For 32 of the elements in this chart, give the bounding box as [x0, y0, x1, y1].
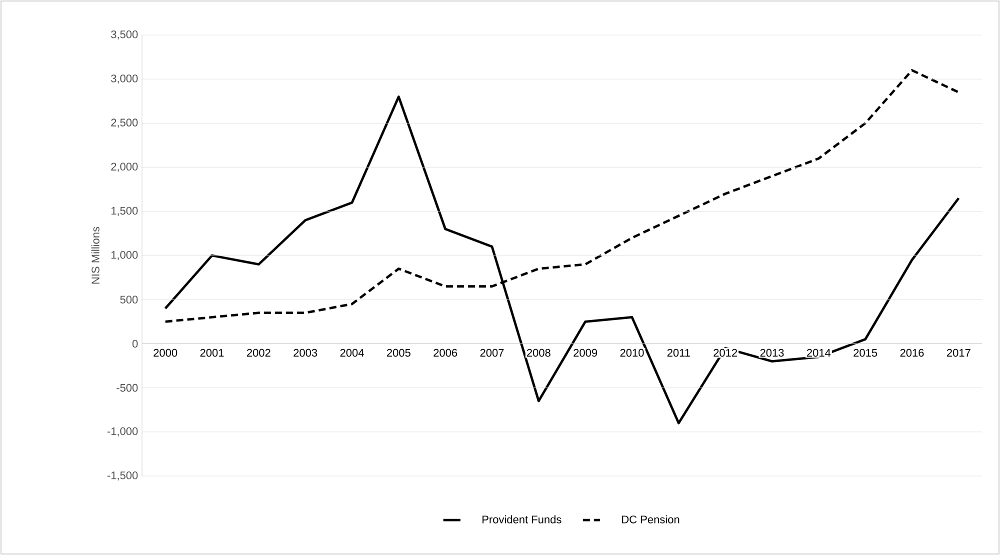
x-tick-label: 2002: [246, 348, 270, 357]
legend-label: DC Pension: [622, 515, 680, 524]
y-tick-label: -1,500: [107, 471, 138, 481]
x-tick-label: 2006: [434, 348, 458, 357]
x-tick-label: 2017: [946, 348, 970, 357]
y-tick-label: 3,000: [111, 74, 138, 84]
x-tick-label: 2003: [294, 348, 318, 357]
x-tick-label: 2010: [620, 348, 644, 357]
y-axis-title: NIS Millions: [91, 226, 100, 284]
x-tick-label: 2011: [667, 348, 690, 357]
x-tick-label: 2008: [526, 348, 550, 357]
y-tick-label: -1,000: [107, 427, 138, 436]
y-tick-label: 0: [132, 340, 138, 348]
legend-label: Provident Funds: [482, 515, 562, 524]
x-tick-label: 2001: [200, 348, 224, 357]
x-tick-label: 2012: [714, 348, 738, 357]
x-tick-label: 2014: [806, 348, 831, 357]
x-tick-label: 2005: [386, 348, 410, 357]
y-tick-label: 1,500: [111, 206, 138, 216]
y-tick-label: -500: [116, 384, 138, 392]
x-tick-label: 2015: [854, 348, 878, 357]
x-tick-label: 2004: [340, 348, 364, 357]
x-tick-label: 2007: [480, 348, 504, 357]
y-tick-label: 2,500: [111, 118, 138, 128]
x-tick-label: 2013: [760, 348, 784, 357]
y-tick-label: 2,000: [111, 162, 138, 172]
y-tick-label: 500: [120, 296, 138, 304]
x-tick-label: 2000: [154, 348, 178, 357]
y-tick-label: 1,000: [111, 250, 138, 260]
x-tick-label: 2016: [900, 348, 924, 357]
x-tick-label: 2009: [574, 348, 598, 357]
y-tick-label: 3,500: [111, 30, 138, 40]
